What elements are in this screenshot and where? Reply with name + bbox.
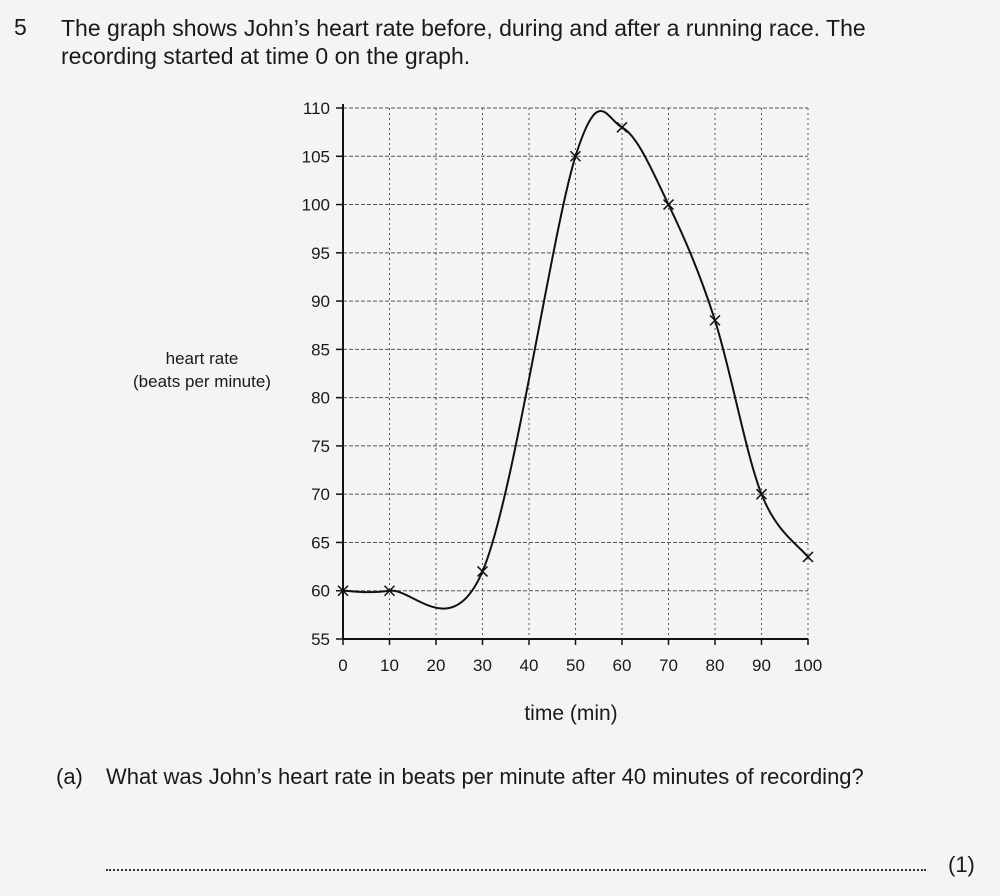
y-tick-label-110: 110 [303, 99, 330, 118]
y-axis-label-line2: (beats per minute) [133, 372, 271, 391]
y-axis-label-line1: heart rate [166, 349, 239, 368]
chart-ticks: 55 60 65 70 75 80 85 90 95 100 105 110 0 10 20 30 40 50 60… [302, 99, 823, 675]
y-tick-label-80: 80 [311, 389, 330, 408]
data-point-0-stroke-b [337, 585, 349, 597]
heart-rate-chart: 55 60 65 70 75 80 85 90 95 100 105 110 0 10 20 30 40 50 60… [133, 99, 823, 725]
y-tick-label-60: 60 [311, 582, 330, 601]
data-point-1-stroke-b [383, 585, 396, 597]
data-point-2 [476, 565, 489, 577]
data-point-2-stroke-b [476, 565, 489, 577]
y-tick-label-75: 75 [311, 437, 330, 456]
y-tick-label-70: 70 [311, 485, 330, 504]
data-point-7-stroke-b [755, 488, 768, 500]
data-point-5-stroke-b [662, 199, 675, 211]
x-tick-label-40: 40 [520, 656, 539, 675]
y-tick-label-90: 90 [311, 292, 330, 311]
data-point-3-stroke-b [569, 150, 582, 162]
data-point-6-stroke-b [709, 314, 721, 326]
marks-indicator: (1) [948, 852, 975, 877]
data-point-5 [662, 199, 675, 211]
x-tick-label-100: 100 [794, 656, 822, 675]
data-point-1 [383, 585, 396, 597]
x-tick-label-20: 20 [427, 656, 446, 675]
part-a-question: What was John’s heart rate in beats per … [106, 764, 864, 789]
data-point-4 [616, 121, 628, 133]
part-a-label: (a) [56, 764, 83, 789]
data-point-3 [569, 150, 582, 162]
y-tick-label-85: 85 [311, 340, 330, 359]
y-tick-label-100: 100 [302, 196, 330, 215]
x-tick-label-90: 90 [752, 656, 771, 675]
chart-points [337, 121, 814, 597]
data-point-0 [337, 585, 349, 597]
x-tick-label-70: 70 [659, 656, 678, 675]
x-tick-label-60: 60 [613, 656, 632, 675]
data-point-4-stroke-b [616, 121, 628, 133]
x-tick-label-10: 10 [380, 656, 399, 675]
data-point-8 [802, 551, 814, 563]
answer-line[interactable] [106, 868, 926, 871]
y-tick-label-65: 65 [311, 533, 330, 552]
data-point-8-stroke-b [802, 551, 814, 563]
data-point-6 [709, 314, 721, 326]
series-line-0 [342, 110, 809, 610]
y-tick-label-55: 55 [311, 630, 330, 649]
x-tick-label-50: 50 [566, 656, 585, 675]
x-tick-label-0: 0 [338, 656, 347, 675]
y-tick-label-105: 105 [302, 147, 330, 166]
x-tick-label-30: 30 [473, 656, 492, 675]
data-point-7 [755, 488, 768, 500]
chart-series [342, 110, 809, 610]
chart-grid [343, 107, 809, 639]
y-tick-label-95: 95 [311, 244, 330, 263]
question-text: The graph shows John’s heart rate before… [61, 15, 866, 69]
question-number: 5 [14, 14, 27, 40]
x-tick-label-80: 80 [706, 656, 725, 675]
x-axis-label: time (min) [524, 702, 617, 725]
